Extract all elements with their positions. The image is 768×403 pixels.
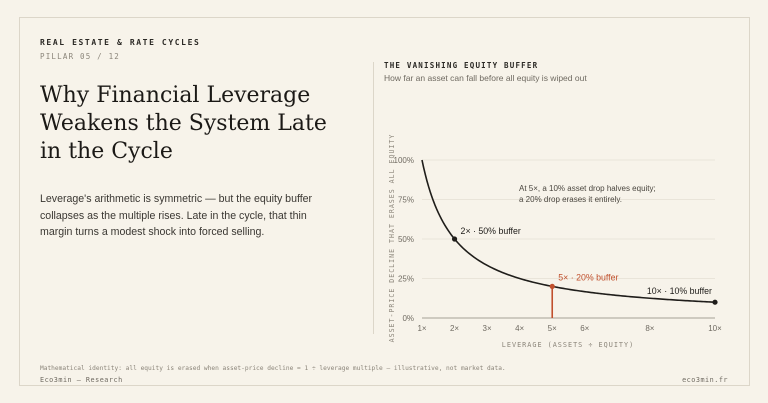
grid-layer	[422, 159, 715, 319]
chart-title: THE VANISHING EQUITY BUFFER	[384, 61, 539, 70]
x-tick-label: 1×	[417, 324, 426, 333]
marker-layer: 2× · 50% buffer 5× · 20% buffer 10× · 10% …	[451, 226, 718, 318]
x-tick-label: 6×	[580, 324, 589, 333]
point-label: 10× · 10% buffer	[647, 286, 712, 296]
chart-subtitle: How far an asset can fall before all equ…	[384, 73, 587, 83]
site-link[interactable]: eco3min.fr	[682, 376, 728, 384]
x-tick-label: 2×	[450, 324, 459, 333]
x-axis-label: LEVERAGE (ASSETS ÷ EQUITY)	[502, 341, 634, 349]
section-kicker: REAL ESTATE & RATE CYCLES	[40, 38, 201, 47]
annotation-line-1: At 5×, a 10% asset drop halves equity;	[519, 184, 656, 193]
x-tick-label: 10×	[708, 324, 722, 333]
x-tick-label: 5×	[548, 324, 557, 333]
footnote: Mathematical identity: all equity is era…	[40, 365, 506, 372]
point-label: 2× · 50% buffer	[461, 226, 521, 236]
y-tick-label: 100%	[394, 156, 414, 165]
y-axis-label: ASSET-PRICE DECLINE THAT ERASES ALL EQUI…	[388, 134, 396, 343]
x-tick-label: 8×	[645, 324, 654, 333]
data-point-marker	[451, 236, 458, 242]
card-frame	[19, 17, 750, 386]
y-tick-label: 50%	[398, 235, 414, 244]
y-tick-label: 25%	[398, 275, 414, 284]
page-title: Why Financial Leverage Weakens the Syste…	[40, 83, 327, 164]
x-tick-label: 4×	[515, 324, 524, 333]
equity-buffer-curve	[421, 159, 716, 303]
axis-layer: 0% 25% 50% 75% 100% 1× 2× 3× 4× 5× 6× 8× 10×	[394, 156, 723, 333]
point-label: 5× · 20% buffer	[558, 272, 618, 282]
y-tick-label: 0%	[402, 314, 414, 323]
annotation-line-2: a 20% drop erases it entirely.	[519, 195, 622, 204]
pillar-counter: PILLAR 05 / 12	[40, 52, 121, 61]
brand-name: Eco3min — Research	[40, 376, 123, 384]
data-point-marker	[549, 283, 555, 289]
y-tick-label: 75%	[398, 196, 414, 205]
data-point-marker	[712, 299, 718, 305]
lede-paragraph: Leverage's arithmetic is symmetric — but…	[40, 193, 313, 238]
column-divider	[373, 62, 374, 334]
x-tick-label: 3×	[483, 324, 492, 333]
